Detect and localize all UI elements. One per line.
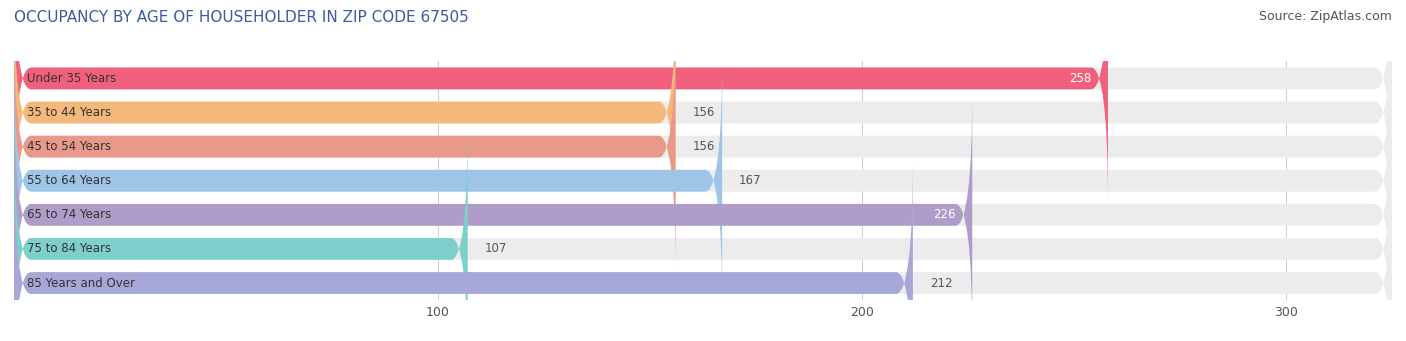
Text: 212: 212: [929, 277, 952, 290]
Text: 226: 226: [932, 208, 955, 221]
FancyBboxPatch shape: [14, 21, 1392, 272]
FancyBboxPatch shape: [14, 158, 912, 341]
Text: 156: 156: [692, 106, 714, 119]
FancyBboxPatch shape: [14, 123, 468, 341]
FancyBboxPatch shape: [14, 21, 675, 272]
FancyBboxPatch shape: [14, 123, 1392, 341]
FancyBboxPatch shape: [14, 0, 1392, 204]
Text: Under 35 Years: Under 35 Years: [27, 72, 117, 85]
Text: 35 to 44 Years: 35 to 44 Years: [27, 106, 111, 119]
Text: OCCUPANCY BY AGE OF HOUSEHOLDER IN ZIP CODE 67505: OCCUPANCY BY AGE OF HOUSEHOLDER IN ZIP C…: [14, 10, 468, 25]
Text: 156: 156: [692, 140, 714, 153]
Text: Source: ZipAtlas.com: Source: ZipAtlas.com: [1258, 10, 1392, 23]
FancyBboxPatch shape: [14, 0, 1392, 238]
FancyBboxPatch shape: [14, 89, 1392, 340]
FancyBboxPatch shape: [14, 55, 723, 306]
FancyBboxPatch shape: [14, 0, 675, 238]
FancyBboxPatch shape: [14, 158, 1392, 341]
Text: 45 to 54 Years: 45 to 54 Years: [27, 140, 111, 153]
FancyBboxPatch shape: [14, 89, 973, 340]
Text: 75 to 84 Years: 75 to 84 Years: [27, 242, 111, 255]
Text: 55 to 64 Years: 55 to 64 Years: [27, 174, 111, 187]
Text: 167: 167: [740, 174, 762, 187]
Text: 107: 107: [485, 242, 508, 255]
Text: 65 to 74 Years: 65 to 74 Years: [27, 208, 111, 221]
FancyBboxPatch shape: [14, 0, 1108, 204]
Text: 258: 258: [1069, 72, 1091, 85]
Text: 85 Years and Over: 85 Years and Over: [27, 277, 135, 290]
FancyBboxPatch shape: [14, 55, 1392, 306]
